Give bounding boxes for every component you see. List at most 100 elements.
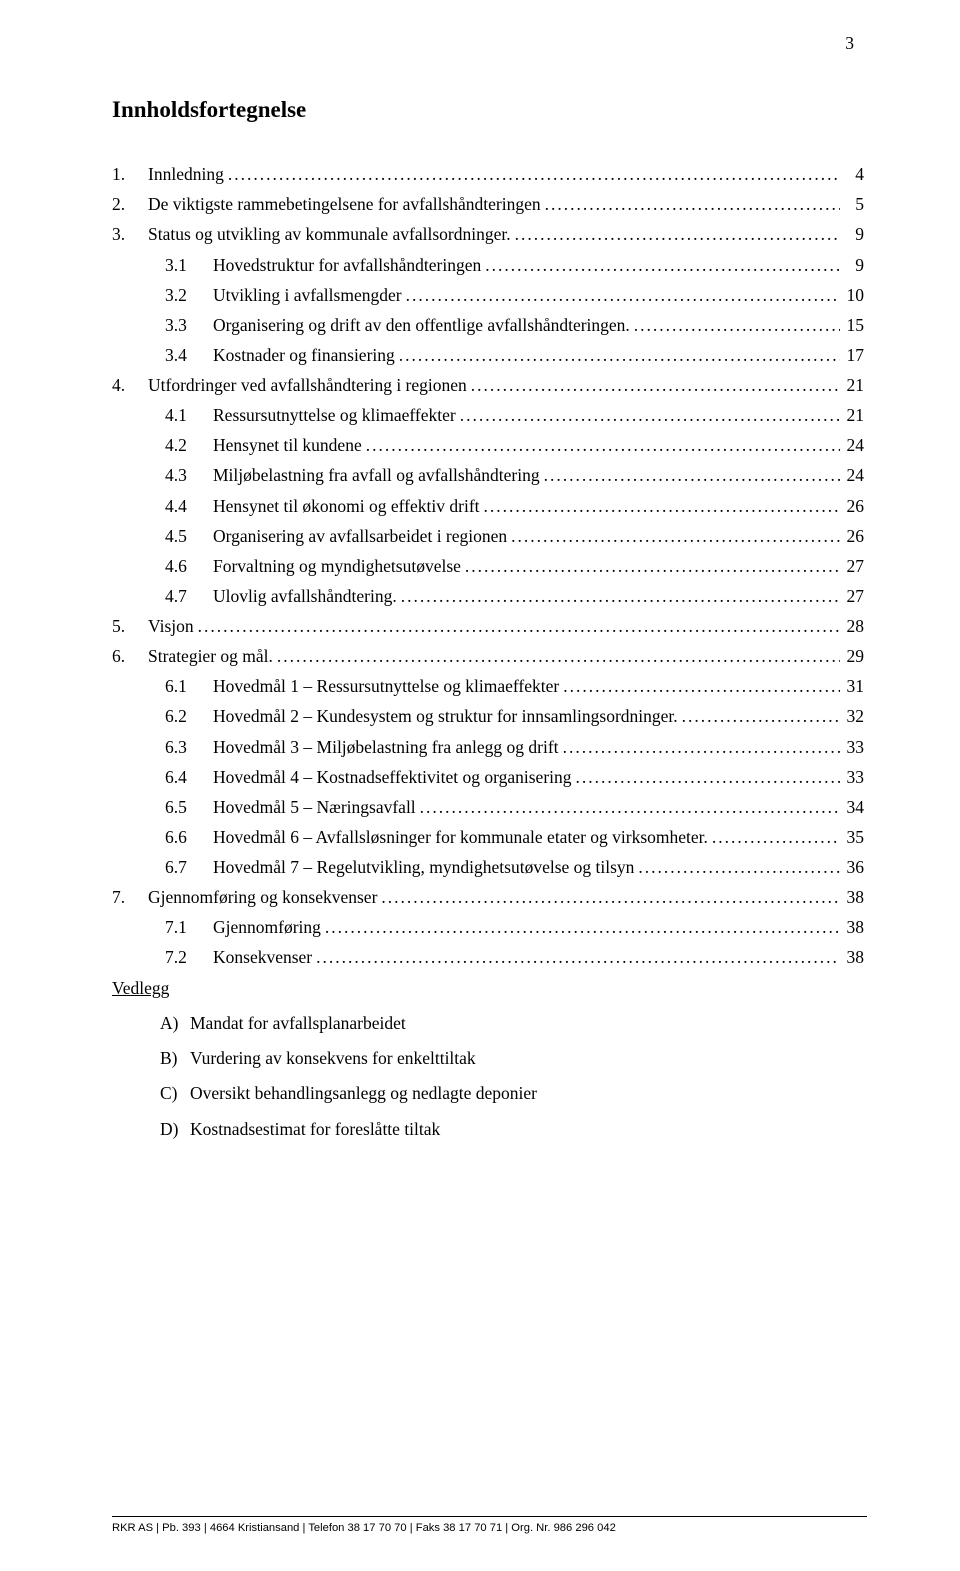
toc-number: 4.3 bbox=[165, 462, 213, 489]
toc-page-number: 24 bbox=[840, 432, 864, 459]
toc-leader bbox=[638, 854, 840, 881]
appendix-letter: B) bbox=[160, 1045, 190, 1072]
toc-label: Hovedmål 3 – Miljøbelastning fra anlegg … bbox=[213, 734, 563, 761]
toc-number: 3.1 bbox=[165, 252, 213, 279]
toc-label: Hensynet til økonomi og effektiv drift bbox=[213, 493, 484, 520]
toc-entry: 6.7Hovedmål 7 – Regelutvikling, myndighe… bbox=[112, 853, 864, 883]
toc-number: 6.3 bbox=[165, 734, 213, 761]
toc-label: De viktigste rammebetingelsene for avfal… bbox=[148, 191, 545, 218]
toc-leader bbox=[316, 944, 840, 971]
toc-label: Hovedstruktur for avfallshåndteringen bbox=[213, 252, 485, 279]
toc-label: Hensynet til kundene bbox=[213, 432, 366, 459]
toc-entry: 7.1Gjennomføring 38 bbox=[112, 913, 864, 943]
toc-entry: 6.2Hovedmål 2 – Kundesystem og struktur … bbox=[112, 702, 864, 732]
page-number: 3 bbox=[845, 30, 854, 57]
toc-number: 4.5 bbox=[165, 523, 213, 550]
toc-entry: 3.Status og utvikling av kommunale avfal… bbox=[112, 220, 864, 250]
toc-page-number: 32 bbox=[840, 703, 864, 730]
toc-page-number: 34 bbox=[840, 794, 864, 821]
appendix-item: B)Vurdering av konsekvens for enkelttilt… bbox=[112, 1039, 864, 1074]
toc-leader bbox=[399, 342, 840, 369]
toc-label: Hovedmål 5 – Næringsavfall bbox=[213, 794, 420, 821]
appendix-item: C)Oversikt behandlingsanlegg og nedlagte… bbox=[112, 1074, 864, 1109]
toc-leader bbox=[545, 191, 840, 218]
toc-leader bbox=[198, 613, 840, 640]
toc-label: Gjennomføring bbox=[213, 914, 325, 941]
toc-label: Hovedmål 4 – Kostnadseffektivitet og org… bbox=[213, 764, 576, 791]
toc-entry: 3.3Organisering og drift av den offentli… bbox=[112, 310, 864, 340]
toc-leader bbox=[576, 764, 840, 791]
toc-page-number: 5 bbox=[840, 191, 864, 218]
toc-leader bbox=[460, 402, 840, 429]
toc-page-number: 31 bbox=[840, 673, 864, 700]
toc-entry: 6.3Hovedmål 3 – Miljøbelastning fra anle… bbox=[112, 732, 864, 762]
toc-leader bbox=[366, 432, 840, 459]
toc-label: Utvikling i avfallsmengder bbox=[213, 282, 406, 309]
toc-entry: 4.1Ressursutnyttelse og klimaeffekter 21 bbox=[112, 401, 864, 431]
toc-label: Ressursutnyttelse og klimaeffekter bbox=[213, 402, 460, 429]
toc-entry: 4.4Hensynet til økonomi og effektiv drif… bbox=[112, 491, 864, 521]
toc-page-number: 38 bbox=[840, 944, 864, 971]
toc-label: Visjon bbox=[148, 613, 198, 640]
toc-entry: 6.Strategier og mål.29 bbox=[112, 642, 864, 672]
toc-number: 6.1 bbox=[165, 673, 213, 700]
toc-number: 4.4 bbox=[165, 493, 213, 520]
toc-leader bbox=[563, 734, 840, 761]
appendix-label: Vurdering av konsekvens for enkelttiltak bbox=[190, 1045, 476, 1072]
toc-leader bbox=[515, 221, 840, 248]
toc-page-number: 38 bbox=[840, 884, 864, 911]
toc-leader bbox=[325, 914, 840, 941]
toc-page-number: 9 bbox=[840, 221, 864, 248]
toc-label: Konsekvenser bbox=[213, 944, 316, 971]
toc-number: 3. bbox=[112, 221, 148, 248]
toc-page-number: 26 bbox=[840, 493, 864, 520]
toc-page-number: 27 bbox=[840, 553, 864, 580]
footer-text: RKR AS | Pb. 393 | 4664 Kristiansand | T… bbox=[112, 1522, 616, 1534]
toc-page-number: 15 bbox=[840, 312, 864, 339]
toc-leader bbox=[381, 884, 840, 911]
toc-entry: 2.De viktigste rammebetingelsene for avf… bbox=[112, 190, 864, 220]
toc-leader bbox=[563, 673, 840, 700]
toc-number: 6.4 bbox=[165, 764, 213, 791]
toc-number: 2. bbox=[112, 191, 148, 218]
toc-page-number: 21 bbox=[840, 372, 864, 399]
toc-number: 4.1 bbox=[165, 402, 213, 429]
appendix-item: A)Mandat for avfallsplanarbeidet bbox=[112, 1004, 864, 1039]
appendix-letter: C) bbox=[160, 1080, 190, 1107]
toc-page-number: 9 bbox=[840, 252, 864, 279]
appendix-letter: D) bbox=[160, 1116, 190, 1143]
toc-leader bbox=[511, 523, 840, 550]
toc-number: 7. bbox=[112, 884, 148, 911]
toc-entry: 3.2Utvikling i avfallsmengder10 bbox=[112, 280, 864, 310]
toc-label: Innledning bbox=[148, 161, 228, 188]
toc-number: 7.1 bbox=[165, 914, 213, 941]
toc-label: Gjennomføring og konsekvenser bbox=[148, 884, 381, 911]
appendix-item: D)Kostnadsestimat for foreslåtte tiltak bbox=[112, 1110, 864, 1145]
toc-number: 3.3 bbox=[165, 312, 213, 339]
footer-divider bbox=[112, 1516, 867, 1517]
document-page: 3 Innholdsfortegnelse 1.Innledning42.De … bbox=[0, 0, 960, 1571]
toc-number: 1. bbox=[112, 161, 148, 188]
toc-leader bbox=[420, 794, 840, 821]
toc-page-number: 38 bbox=[840, 914, 864, 941]
toc-number: 6.5 bbox=[165, 794, 213, 821]
toc-page-number: 24 bbox=[840, 462, 864, 489]
toc-number: 7.2 bbox=[165, 944, 213, 971]
toc-leader bbox=[277, 643, 840, 670]
toc-page-number: 21 bbox=[840, 402, 864, 429]
toc-leader bbox=[465, 553, 840, 580]
appendix-letter: A) bbox=[160, 1010, 190, 1037]
toc-entry: 4.3Miljøbelastning fra avfall og avfalls… bbox=[112, 461, 864, 491]
toc-page-number: 33 bbox=[840, 764, 864, 791]
toc-page-number: 28 bbox=[840, 613, 864, 640]
toc-leader bbox=[401, 583, 840, 610]
toc-page-number: 36 bbox=[840, 854, 864, 881]
toc-entry: 4.5Organisering av avfallsarbeidet i reg… bbox=[112, 521, 864, 551]
toc-label: Organisering av avfallsarbeidet i region… bbox=[213, 523, 511, 550]
toc-entry: 7.2Konsekvenser 38 bbox=[112, 943, 864, 973]
toc-entry: 6.1Hovedmål 1 – Ressursutnyttelse og kli… bbox=[112, 672, 864, 702]
toc-leader bbox=[485, 252, 840, 279]
toc-entry: 6.6Hovedmål 6 – Avfallsløsninger for kom… bbox=[112, 822, 864, 852]
toc-label: Hovedmål 1 – Ressursutnyttelse og klimae… bbox=[213, 673, 563, 700]
toc-entry: 4.6Forvaltning og myndighetsutøvelse27 bbox=[112, 551, 864, 581]
